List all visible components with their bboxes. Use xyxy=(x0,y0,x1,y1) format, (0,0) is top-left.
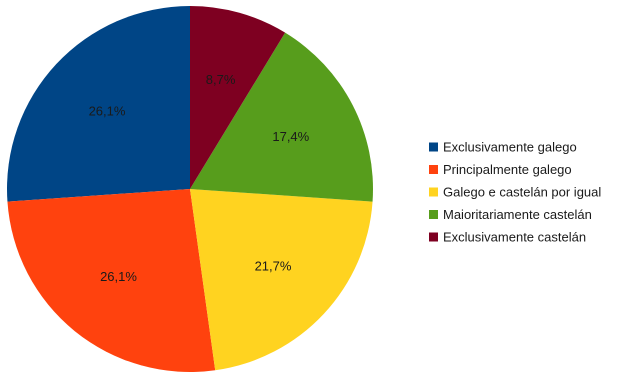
pie-slice-exclusivamente-galego xyxy=(7,6,190,202)
legend-label-exclusivamente-castelan: Exclusivamente castelán xyxy=(443,230,586,245)
slice-label-galego-e-castelan-por-igual: 21,7% xyxy=(255,258,292,273)
legend-swatch-principalmente-galego xyxy=(429,165,438,174)
legend-swatch-maioritariamente-castelan xyxy=(429,210,438,219)
legend-label-galego-e-castelan-por-igual: Galego e castelán por igual xyxy=(443,185,601,200)
pie-slice-maioritariamente-castelan xyxy=(190,32,373,202)
slice-label-maioritariamente-castelan: 17,4% xyxy=(272,129,309,144)
pie-slices xyxy=(7,5,373,372)
legend-label-maioritariamente-castelan: Maioritariamente castelán xyxy=(443,207,592,222)
legend-swatch-exclusivamente-galego xyxy=(429,142,438,152)
slice-label-principalmente-galego: 26,1% xyxy=(100,269,137,284)
pie-slice-galego-e-castelan-por-igual xyxy=(190,189,373,371)
pie-slice-exclusivamente-castelan xyxy=(190,5,286,189)
slice-labels: 26,1% 26,1% 21,7% 17,4% 8,7% xyxy=(89,72,310,284)
slice-label-exclusivamente-castelan: 8,7% xyxy=(206,72,236,87)
legend: Exclusivamente galego Principalmente gale… xyxy=(429,140,601,245)
legend-swatch-exclusivamente-castelan xyxy=(429,232,438,242)
legend-label-exclusivamente-galego: Exclusivamente galego xyxy=(443,140,577,155)
pie-slice-principalmente-galego xyxy=(7,189,216,372)
legend-label-principalmente-galego: Principalmente galego xyxy=(443,162,572,177)
slice-label-exclusivamente-galego: 26,1% xyxy=(89,104,126,119)
legend-swatch-galego-e-castelan-por-igual xyxy=(429,187,438,197)
